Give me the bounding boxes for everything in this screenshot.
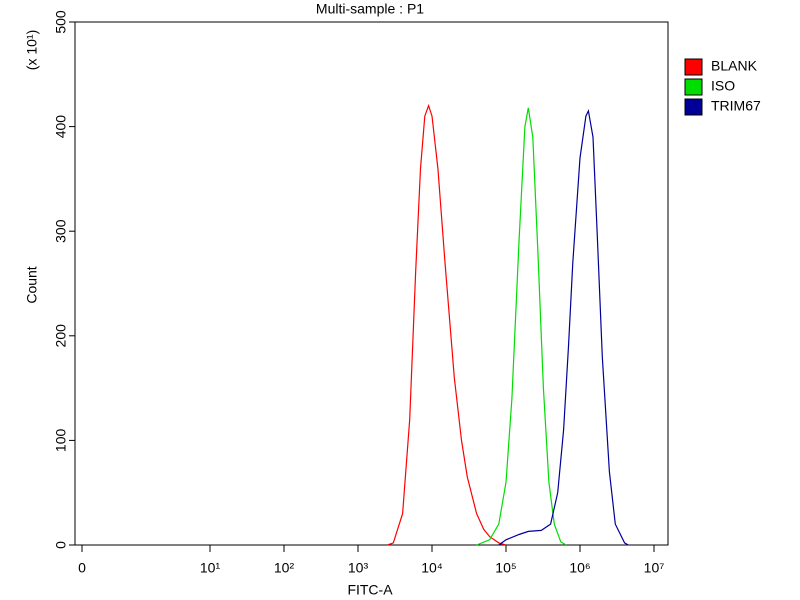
y-axis-label: Count: [24, 266, 40, 303]
plot-frame: [74, 21, 669, 546]
x-tick-label: 10⁵: [495, 560, 516, 576]
legend-swatch: [684, 58, 703, 76]
series-line: [387, 103, 507, 546]
x-tick-label: 10¹: [200, 560, 221, 576]
y-tick-label: 0: [53, 541, 69, 549]
x-tick-label: 10⁴: [421, 560, 443, 576]
x-tick-label: 10²: [274, 560, 295, 576]
legend-swatch: [684, 78, 703, 96]
x-tick-label: 10⁶: [569, 560, 590, 576]
y-tick-label: 400: [53, 115, 69, 139]
series-line: [498, 108, 629, 546]
y-tick-label: 200: [53, 324, 69, 348]
y-tick-label: 100: [53, 429, 69, 453]
y-axis-unit: (x 10¹): [24, 30, 40, 70]
y-tick-label: 500: [53, 10, 69, 34]
series-line: [476, 107, 567, 546]
chart-title: Multi-sample : P1: [316, 1, 424, 17]
x-axis-label: FITC-A: [347, 582, 393, 598]
x-tick-label: 0: [78, 560, 86, 576]
y-tick-label: 300: [53, 219, 69, 243]
legend-label: TRIM67: [711, 98, 761, 114]
legend-swatch: [684, 98, 703, 116]
legend-label: ISO: [711, 78, 735, 94]
x-tick-label: 10⁷: [644, 560, 665, 576]
legend-label: BLANK: [711, 58, 758, 74]
x-tick-label: 10³: [348, 560, 369, 576]
